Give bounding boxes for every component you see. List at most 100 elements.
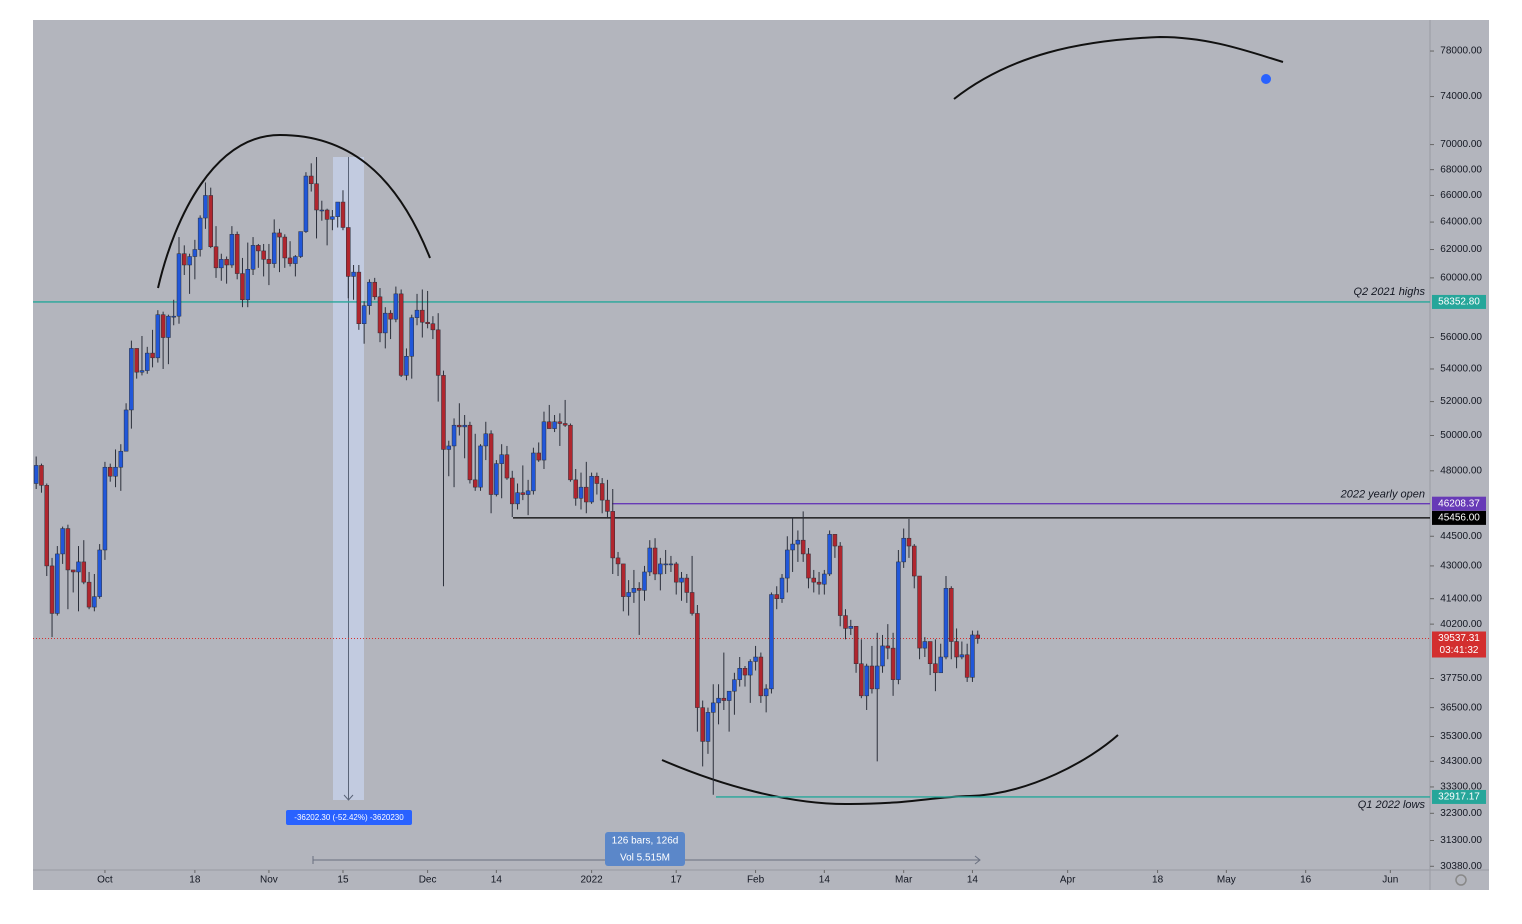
date-measure: 126 bars, 126d Vol 5.515M	[312, 832, 981, 866]
candle-body	[314, 183, 319, 211]
y-tick-label: 64000.00	[1440, 217, 1482, 228]
candle-body	[107, 466, 113, 477]
y-tick-label: 36500.00	[1440, 702, 1482, 713]
candle-body	[245, 269, 251, 301]
candle-body	[324, 209, 330, 220]
candle-body	[383, 312, 388, 334]
y-tick-label: 60000.00	[1440, 273, 1482, 284]
candle-body	[610, 511, 615, 559]
candle-body	[229, 234, 235, 266]
candle-body	[869, 665, 875, 690]
candle-body	[949, 588, 954, 642]
y-tick-label: 56000.00	[1440, 332, 1482, 343]
candle-body	[711, 702, 716, 713]
candle-body	[240, 273, 245, 301]
candle-body	[896, 561, 901, 680]
level-tag-label: 46208.37	[1438, 498, 1480, 509]
candle-body	[562, 423, 568, 426]
candle-body	[441, 375, 446, 450]
candle-body	[621, 563, 626, 597]
y-tick-label: 34300.00	[1440, 756, 1482, 767]
candle-body	[203, 195, 208, 219]
candle-body	[859, 663, 864, 697]
candle-body	[758, 656, 764, 697]
y-tick-label: 66000.00	[1440, 190, 1482, 201]
candle-body	[467, 424, 473, 481]
settings-icon[interactable]	[1455, 874, 1467, 886]
candle-body	[906, 537, 912, 547]
candle-body	[256, 245, 261, 252]
candle-body	[446, 445, 452, 450]
arc-drawing	[661, 734, 1119, 806]
candle-body	[351, 271, 356, 277]
candle-body	[335, 201, 340, 217]
candle-body	[213, 246, 219, 269]
candle-body	[573, 479, 578, 499]
candle-body	[134, 348, 139, 373]
y-tick-label: 54000.00	[1440, 364, 1482, 375]
level-tag-label: 32917.17	[1438, 792, 1480, 803]
candle-body	[901, 537, 906, 563]
candle-body	[938, 656, 943, 674]
candle-body	[933, 663, 938, 674]
candle-body	[700, 707, 705, 742]
y-tick-label: 44500.00	[1440, 531, 1482, 542]
candle-body	[187, 256, 192, 266]
candle-body	[49, 565, 55, 614]
x-tick-label: 14	[491, 875, 503, 886]
x-tick-label: 16	[1300, 875, 1312, 886]
candle-body	[959, 654, 965, 658]
candle-body	[652, 547, 658, 575]
x-tick-label: Dec	[419, 875, 437, 886]
candle-body	[954, 641, 959, 658]
candle-body	[287, 257, 293, 264]
range-label: Vol 5.515M	[620, 853, 670, 864]
candle-body	[208, 195, 213, 247]
candle-body	[721, 697, 727, 701]
candle-body	[271, 232, 277, 264]
candle-body	[44, 485, 50, 567]
candle-body	[361, 305, 367, 324]
candle-body	[404, 356, 409, 376]
candle-body	[414, 309, 420, 318]
last-price-label: 39537.31	[1438, 633, 1480, 644]
candle-body	[753, 656, 758, 662]
candle-body	[552, 421, 557, 429]
alert-icon[interactable]	[1261, 74, 1271, 84]
candle-body	[139, 370, 145, 373]
measure-label: -36202.30 (-52.42%) -3620230	[294, 813, 404, 822]
candle-body	[912, 545, 917, 577]
candle-body	[853, 626, 859, 664]
candle-body	[964, 654, 970, 678]
candle-body	[716, 697, 721, 704]
candle-body	[166, 315, 171, 338]
candle-body	[282, 236, 288, 259]
candle-body	[890, 647, 896, 680]
candle-body	[769, 594, 774, 690]
candle-body	[97, 549, 102, 597]
candle-body	[102, 466, 108, 551]
level-tag	[1432, 496, 1486, 511]
candle-body	[123, 409, 129, 452]
candle-body	[39, 465, 44, 486]
arc-drawing	[157, 133, 431, 289]
candle-body	[472, 479, 478, 488]
y-tick-label: 30380.00	[1440, 861, 1482, 872]
candle-body	[388, 312, 393, 320]
y-tick-label: 74000.00	[1440, 91, 1482, 102]
candle-body	[589, 475, 594, 503]
y-tick-label: 62000.00	[1440, 244, 1482, 255]
candle-body	[70, 569, 76, 573]
candle-body	[568, 424, 573, 481]
x-tick-label: 14	[819, 875, 831, 886]
candle-body	[340, 201, 346, 228]
candle-body	[642, 571, 647, 591]
level-tag	[1432, 294, 1486, 309]
x-tick-label: 15	[337, 875, 349, 886]
last-price-tag	[1432, 631, 1486, 658]
candle-body	[795, 539, 801, 545]
candle-body	[462, 424, 467, 428]
candle-body	[155, 314, 161, 359]
candle-body	[319, 209, 325, 212]
